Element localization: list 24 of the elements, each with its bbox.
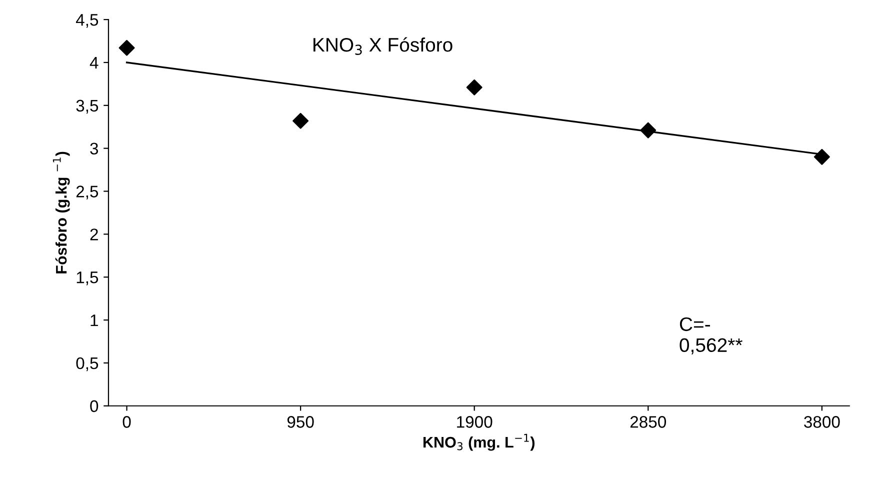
y-tick-label: 2,5 [76,186,98,200]
point [466,79,482,96]
y-tick-label: 2 [90,228,98,240]
x-tick-label: 950 [287,416,314,428]
annotation: C=- 0,562** [680,317,742,354]
y-axis-title: Fósforo (g.kg $^{−1}$) [52,152,70,274]
x-tick-label: 2850 [630,416,666,428]
point [814,148,830,165]
y-tick-label: 0 [90,400,98,412]
y-tick-label: 4 [90,57,98,69]
y-tick-label: 3,5 [76,100,98,114]
point [292,112,309,129]
y-tick-label: 0,5 [76,357,98,372]
x-tick-label: 0 [122,416,131,428]
point [118,40,135,56]
y-tick-label: 3 [90,142,98,155]
x-axis-title: KNO$_{3}$ (mg. L$^{−1}$) [423,434,535,451]
point [640,122,656,138]
x-tick-label: 3800 [804,416,840,428]
x-tick-label: 1900 [457,416,492,428]
text: KNO$_{3}$ X Fósforo [314,37,452,55]
y-tick-label: 1,5 [76,272,98,286]
y-tick-label: 1 [90,314,98,326]
y-tick-label: 4,5 [76,14,98,28]
